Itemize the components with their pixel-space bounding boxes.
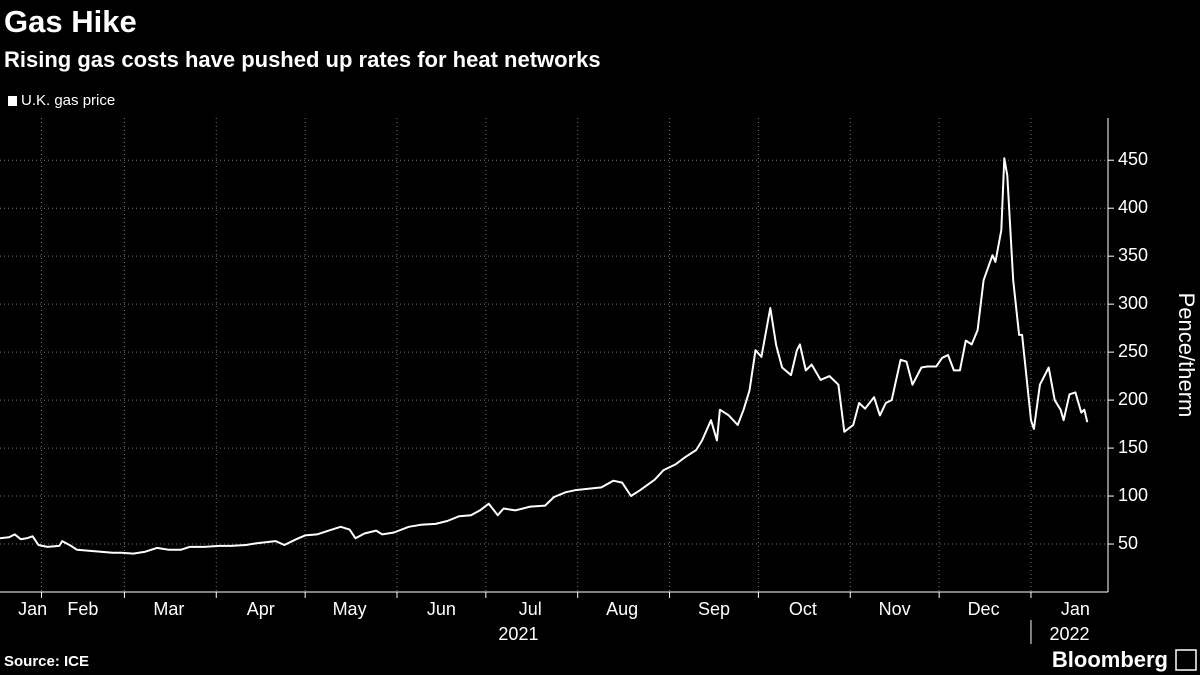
y-tick-label: 150 — [1118, 437, 1148, 457]
line — [0, 157, 1089, 555]
y-tick-label: 100 — [1118, 485, 1148, 505]
x-tick-label: Jan — [18, 599, 47, 619]
x-tick-label: Jun — [427, 599, 456, 619]
brand-icon — [1175, 649, 1197, 671]
chart-subtitle: Rising gas costs have pushed up rates fo… — [4, 47, 601, 72]
y-axis-label: Pence/therm — [1174, 293, 1199, 418]
y-tick-label: 50 — [1118, 533, 1138, 553]
legend-swatch — [8, 96, 17, 106]
x-tick-label: Apr — [247, 599, 275, 619]
year-label: 2021 — [498, 624, 538, 644]
y-tick-label: 350 — [1118, 245, 1148, 265]
x-tick-label: Mar — [153, 599, 184, 619]
x-tick-label: Jul — [519, 599, 542, 619]
y-tick-label: 400 — [1118, 197, 1148, 217]
x-tick-label: Aug — [606, 599, 638, 619]
x-tick-label: Dec — [968, 599, 1000, 619]
y-tick-label: 300 — [1118, 293, 1148, 313]
legend-label: U.K. gas price — [21, 92, 115, 109]
x-tick-label: May — [333, 599, 367, 619]
source: Source: ICE — [4, 653, 89, 670]
year-label: 2022 — [1049, 624, 1089, 644]
y-tick-label: 250 — [1118, 341, 1148, 361]
chart-title: Gas Hike — [4, 4, 137, 39]
x-tick-label: Nov — [879, 599, 911, 619]
x-tick-label: Sep — [698, 599, 730, 619]
y-tick-label: 200 — [1118, 389, 1148, 409]
brand: Bloomberg — [1052, 647, 1168, 672]
x-tick-label: Oct — [789, 599, 817, 619]
x-tick-label: Jan — [1061, 599, 1090, 619]
y-tick-label: 450 — [1118, 149, 1148, 169]
x-tick-label: Feb — [67, 599, 98, 619]
